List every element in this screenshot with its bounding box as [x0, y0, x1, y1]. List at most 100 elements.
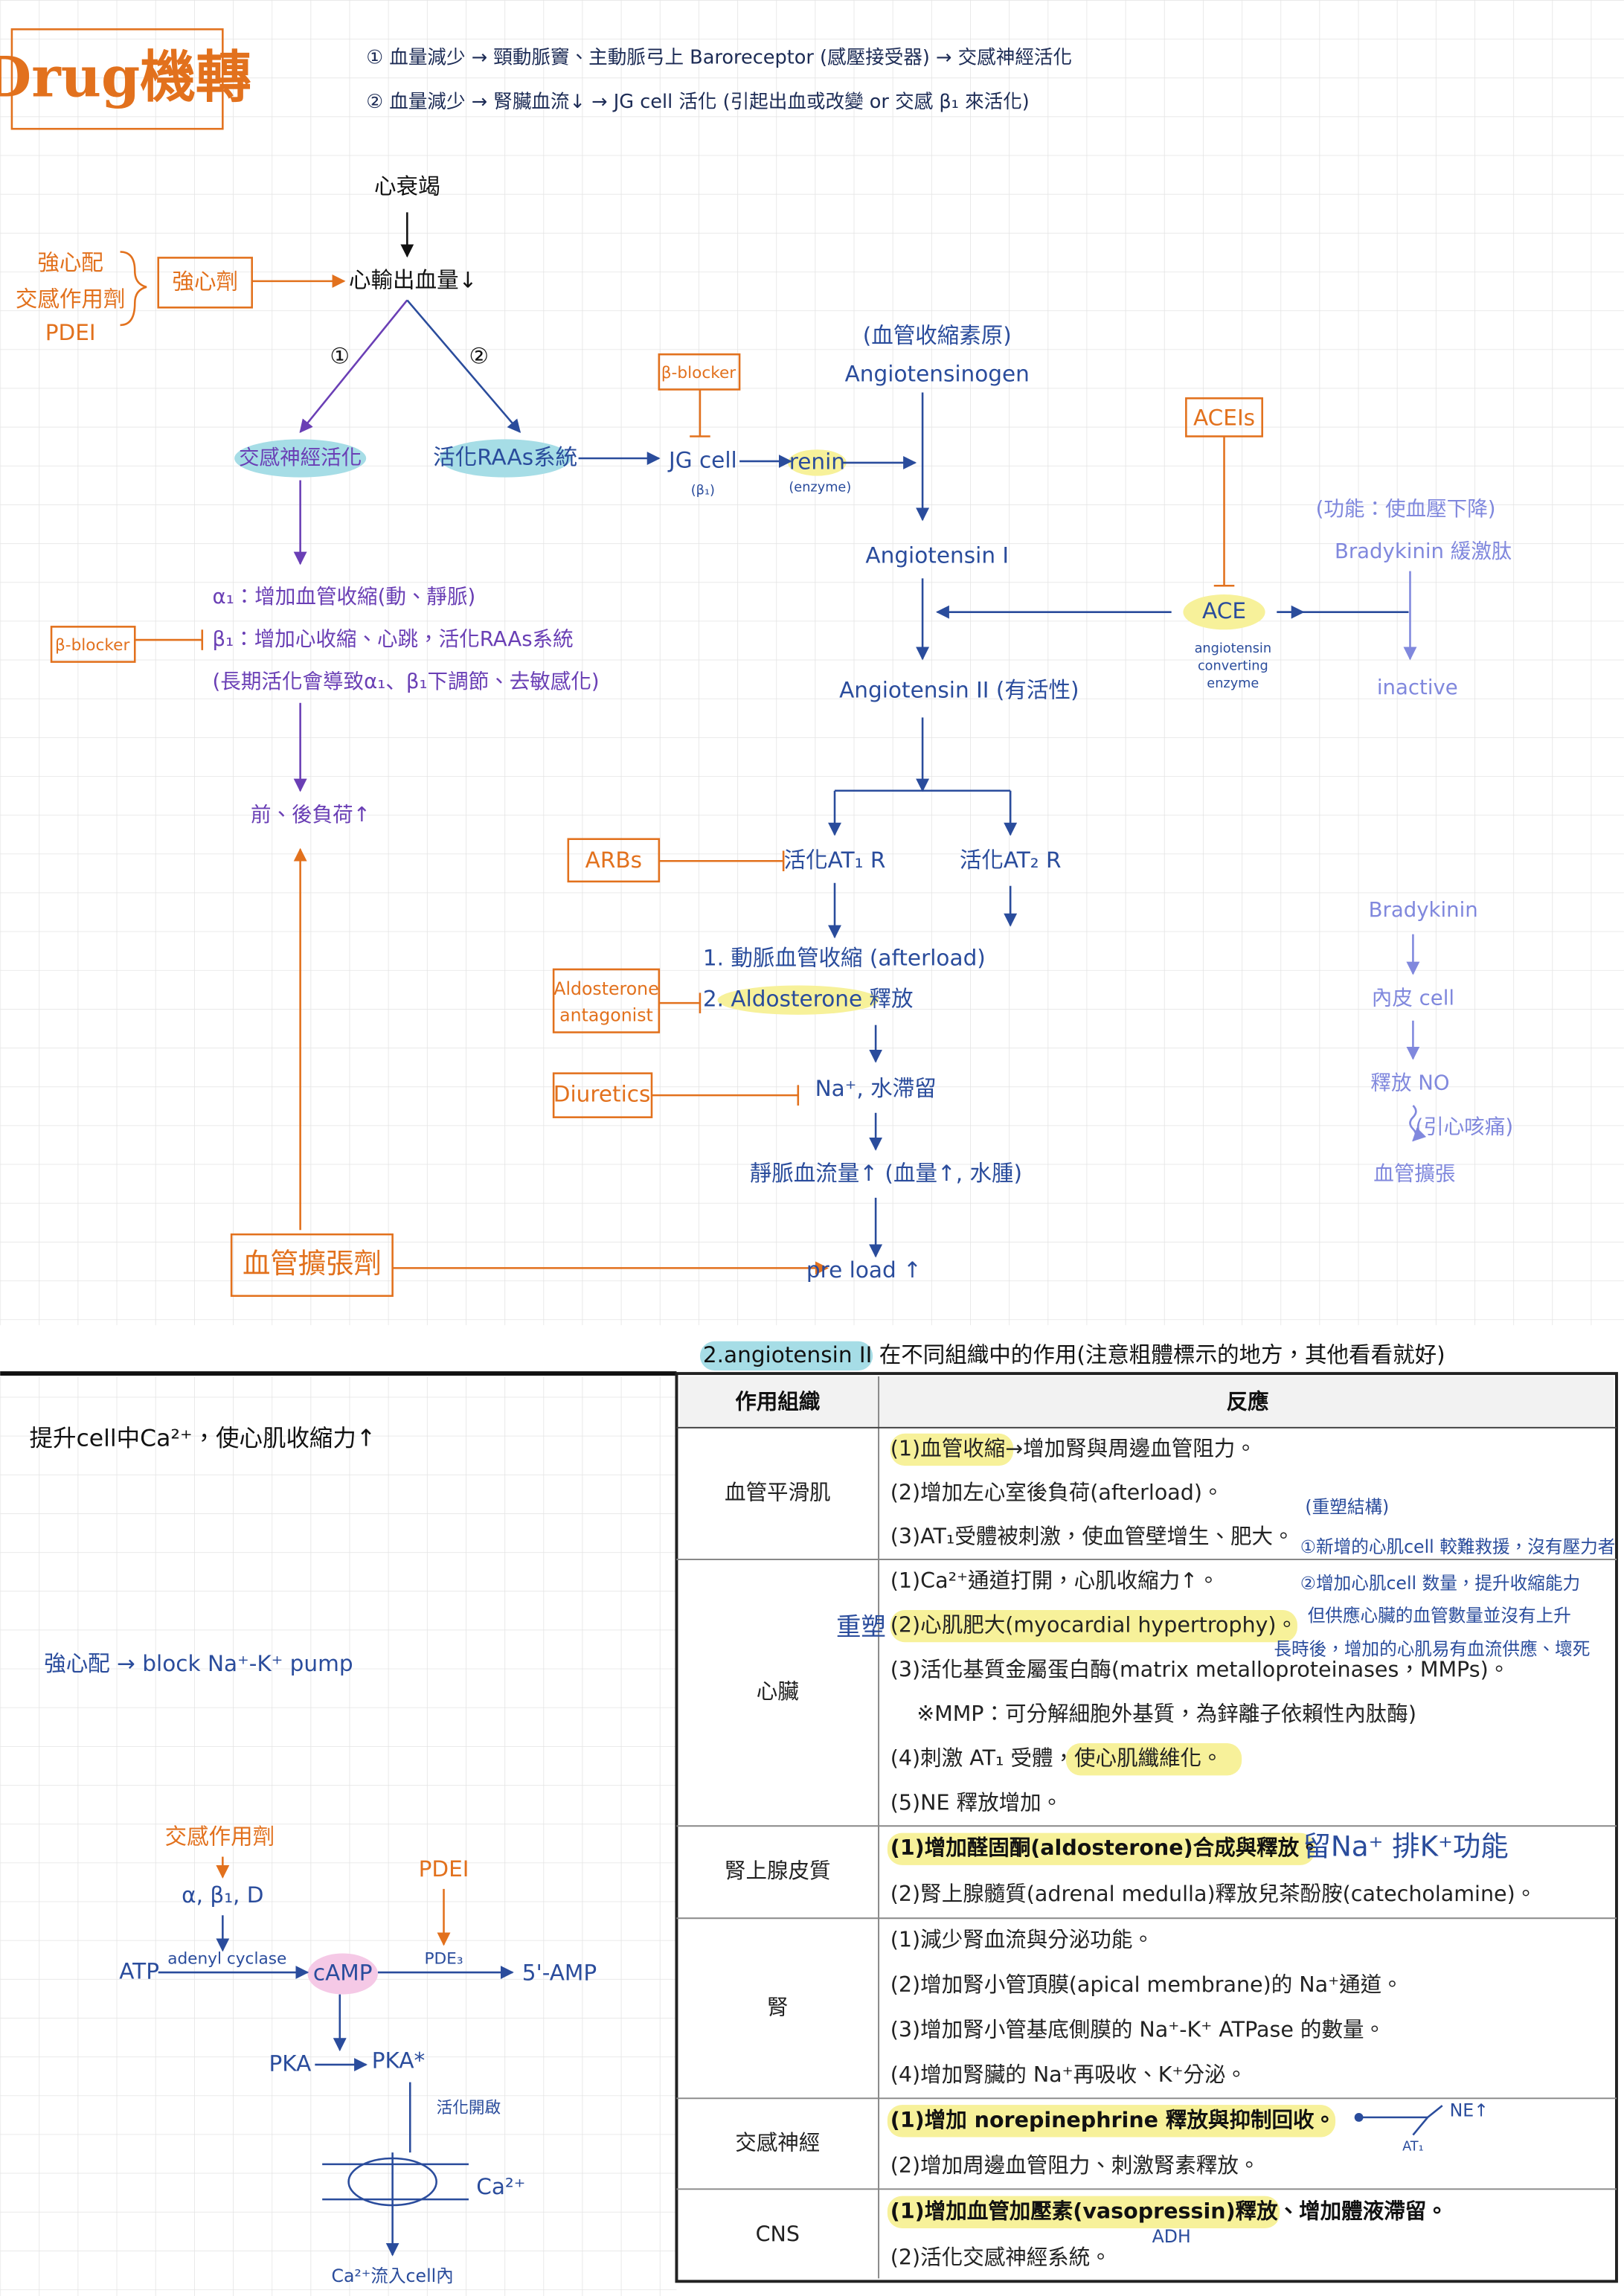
table-cell: (4)刺激 AT₁ 受體，使心肌纖維化。: [890, 1746, 1223, 1771]
node-label: cAMP: [313, 1960, 373, 1986]
section-note: 提升cell中Ca²⁺，使心肌收縮力↑: [30, 1426, 376, 1452]
table-cell: (2)活化交感神經系統。: [890, 2245, 1111, 2269]
node-label: Bradykinin 緩激肽: [1335, 539, 1512, 563]
annotation-dot: [1354, 2112, 1364, 2122]
highlight: [439, 439, 571, 478]
connector: [1427, 2105, 1443, 2118]
table-cell: (1)血管收縮→增加腎與周邊血管阻力。: [890, 1436, 1256, 1460]
path-mark: ①: [330, 344, 350, 369]
annotation: ②增加心肌cell 数量，提升收縮能力: [1300, 1573, 1580, 1594]
node-label: PKA*: [372, 2048, 426, 2074]
highlight: [1065, 1743, 1242, 1776]
drug-box: [230, 1233, 394, 1298]
page-title: Drug機轉: [0, 45, 251, 110]
annotation: (重塑結構): [1305, 1497, 1389, 1518]
table-frame: [675, 1372, 1618, 2283]
node-label: Ca²⁺流入cell內: [331, 2265, 453, 2286]
node-label: α, β₁, D: [182, 1882, 263, 1908]
drug-label: Diuretics: [553, 1082, 651, 1107]
drug-label: 強心劑: [172, 269, 238, 294]
drug-label: Aldosterone: [553, 978, 658, 999]
node-label: 心衰竭: [374, 173, 440, 199]
table-header: 反應: [1226, 1389, 1268, 1414]
table-cell: (2)增加左心室後負荷(afterload)。: [890, 1480, 1224, 1504]
node-label: Bradykinin: [1369, 898, 1478, 922]
node-label: (β₁): [691, 483, 715, 498]
table-cell: 腎上腺皮質: [725, 1859, 831, 1883]
table-cell: ※MMP：可分解細胞外基質，為鋅離子依賴性內肽酶): [917, 1702, 1416, 1726]
node-label: ACE: [1202, 598, 1246, 623]
drug-label: β-blocker: [55, 636, 130, 655]
drug-label: β-blocker: [661, 364, 736, 382]
highlight: [1183, 594, 1265, 630]
arrow: [406, 299, 521, 433]
highlight: [307, 1953, 378, 1995]
node-label: 血管擴張: [1373, 1161, 1455, 1185]
node-label: converting: [1198, 658, 1268, 673]
section-note: 強心配 → block Na⁺-K⁺ pump: [44, 1651, 353, 1676]
drug-box: [50, 626, 136, 663]
table-cell: (1)增加醛固酮(aldosterone)合成與釋放。: [890, 1835, 1320, 1860]
annotation: AT₁: [1402, 2139, 1424, 2154]
drug-label: 交感作用劑: [16, 286, 126, 312]
path-mark: ②: [469, 344, 489, 369]
table-caption: 2.angiotensin II 在不同組織中的作用(注意粗體標示的地方，其他看…: [703, 1342, 1445, 1367]
table-cell: (2)增加周邊血管阻力、刺激腎素釋放。: [890, 2153, 1260, 2178]
effect-label: 1. 動脈血管收縮 (afterload): [703, 946, 986, 971]
drug-label: ARBs: [585, 847, 642, 873]
node-label: 活化開啟: [437, 2099, 501, 2117]
node-label: renin: [789, 449, 845, 474]
header-note: ② 血量減少 → 腎臟血流↓ → JG cell 活化 (引起出血或改變 or …: [366, 91, 1030, 113]
drug-box: [157, 257, 253, 309]
grid-background: [0, 0, 1624, 1326]
table-cell: CNS: [756, 2222, 800, 2246]
node-label: inactive: [1377, 676, 1458, 699]
node-label: 心輸出血量↓: [349, 267, 477, 292]
drug-label: antagonist: [559, 1004, 653, 1025]
drug-label: PDEI: [419, 1856, 469, 1882]
table-cell: (2)腎上腺髓質(adrenal medulla)釋放兒茶酚胺(catechol…: [890, 1882, 1536, 1906]
highlight: [887, 2105, 1336, 2138]
table-header-bg: [679, 1376, 1614, 1428]
annotation: 但供應心臟的血管數量並沒有上升: [1308, 1605, 1571, 1626]
node-label: (enzyme): [789, 480, 851, 495]
effect-label: α₁：增加血管收縮(動、靜脈): [213, 585, 476, 609]
node-label: pre load ↑: [806, 1257, 922, 1283]
table-cell: (1)減少腎血流與分泌功能。: [890, 1927, 1154, 1952]
annotation: NE↑: [1450, 2100, 1489, 2121]
node-label: (血管收縮素原): [863, 323, 1012, 348]
arrow: [299, 299, 408, 433]
node-label: 活化AT₁ R: [784, 847, 886, 873]
effect-label: β₁：增加心收縮、心跳，活化RAAs系統: [213, 627, 574, 651]
table-cell: (3)活化基質金屬蛋白酶(matrix metalloproteinases，M…: [890, 1657, 1509, 1681]
node-label: 靜脈血流量↑ (血量↑, 水腫): [750, 1161, 1022, 1186]
table-cell: 血管平滑肌: [725, 1480, 831, 1504]
table-cell: (2)增加腎小管頂膜(apical membrane)的 Na⁺通道。: [890, 1972, 1403, 1997]
highlight: [890, 1609, 1297, 1643]
table-cell: (1)Ca²⁺通道打開，心肌收縮力↑。: [890, 1568, 1219, 1593]
highlight: [887, 2196, 1280, 2228]
annotation: 重塑: [836, 1612, 886, 1641]
table-cell: 心臟: [757, 1679, 799, 1704]
node-label: adenyl cyclase: [167, 1949, 286, 1968]
node-label: 前、後負荷↑: [251, 803, 370, 827]
table-cell: (3)AT₁受體被刺激，使血管壁增生、肥大。: [890, 1524, 1294, 1549]
node-label: Angiotensin I: [865, 542, 1009, 568]
node-label: Ca²⁺: [476, 2174, 525, 2199]
brace: [120, 251, 147, 327]
annotation: ADH: [1152, 2226, 1191, 2247]
drug-label: 血管擴張劑: [243, 1247, 382, 1280]
table-cell: (4)增加腎臟的 Na⁺再吸收、K⁺分泌。: [890, 2062, 1247, 2087]
node-label: 釋放 NO: [1370, 1071, 1449, 1094]
drug-label: PDEI: [45, 320, 96, 345]
table-cell: 交感神經: [735, 2130, 820, 2155]
node-label: 內皮 cell: [1372, 986, 1454, 1010]
effect-label: 2. Aldosterone 釋放: [703, 987, 914, 1012]
header-note: ① 血量減少 → 頸動脈竇、主動脈弓上 Baroreceptor (感壓接受器)…: [366, 47, 1072, 69]
drug-label: 交感作用劑: [165, 1824, 275, 1849]
node-label: JG cell: [667, 447, 737, 472]
table-cell: 腎: [767, 1995, 789, 2019]
node-label: angiotensin: [1195, 641, 1271, 656]
table-cell: (3)增加腎小管基底側膜的 Na⁺-K⁺ ATPase 的數量。: [890, 2018, 1385, 2042]
